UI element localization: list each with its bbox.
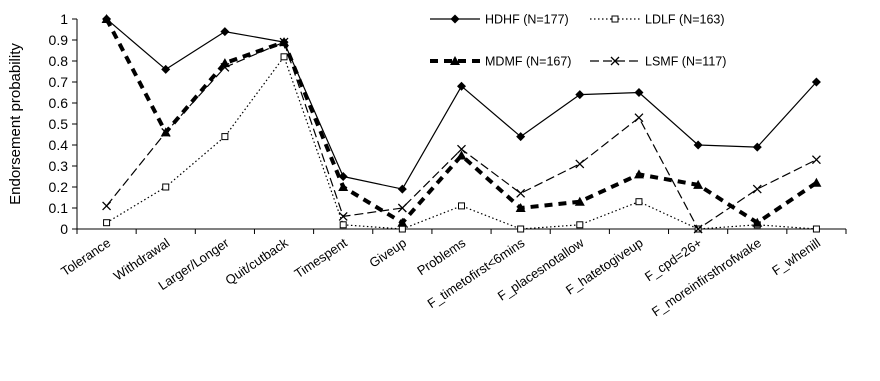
- data-point: [811, 155, 821, 165]
- data-point: [811, 177, 822, 187]
- data-point: [397, 203, 407, 213]
- y-tick-label: 0.1: [49, 200, 69, 216]
- axes: [76, 19, 846, 230]
- legend-entry: MDMF (N=167): [430, 55, 571, 69]
- x-tick-label: F_moreinfirsthrofwake: [649, 235, 764, 319]
- data-point: [279, 37, 289, 47]
- data-point: [693, 179, 704, 189]
- data-point: [398, 225, 406, 233]
- y-tick-label: 0.9: [49, 32, 69, 48]
- legend-label: HDHF (N=177): [485, 13, 569, 27]
- data-point: [397, 184, 407, 194]
- x-tick-label: F_whenill: [769, 235, 823, 278]
- data-point: [634, 88, 644, 97]
- legend-label: LDLF (N=163): [645, 13, 725, 27]
- y-tick-label: 0.4: [49, 137, 69, 153]
- x-tick-label: Quit/cutback: [222, 235, 291, 288]
- data-point: [752, 184, 762, 194]
- x-tick-label: Timespent: [292, 235, 351, 281]
- data-point: [457, 81, 466, 91]
- data-point: [812, 225, 820, 233]
- data-point: [574, 196, 585, 206]
- series-mdmf: [101, 14, 822, 227]
- data-point: [102, 201, 112, 211]
- x-tick-label: F_timetofirst<6mins: [425, 235, 528, 311]
- data-point: [456, 150, 467, 160]
- y-tick-label: 0.7: [49, 74, 69, 90]
- data-point: [752, 217, 763, 227]
- data-point: [221, 133, 229, 141]
- data-point: [517, 225, 525, 233]
- y-axis-ticks: 0 0.1 0.2 0.3 0.4 0.5 0.6 0.7 0.8 0.9 1: [49, 11, 77, 237]
- legend-label: LSMF (N=117): [645, 55, 726, 69]
- y-tick-label: 0.5: [49, 116, 69, 132]
- data-point: [458, 202, 465, 210]
- data-point: [633, 169, 644, 179]
- data-point: [576, 221, 584, 229]
- y-axis-title: Endorsement probability: [7, 43, 24, 205]
- data-point: [339, 221, 347, 229]
- x-tick-label: Giveup: [366, 235, 409, 270]
- y-tick-label: 1: [60, 11, 68, 27]
- data-point: [575, 90, 585, 100]
- data-point: [575, 159, 585, 169]
- legend-marker: [610, 56, 620, 66]
- data-point: [103, 219, 111, 227]
- y-tick-label: 0.6: [49, 95, 69, 111]
- x-axis-ticks: ToleranceWithdrawalLarger/LongerQuit/cut…: [58, 229, 847, 319]
- data-point: [457, 144, 466, 154]
- data-point: [219, 58, 230, 68]
- legend-entry: LSMF (N=117): [590, 55, 726, 69]
- data-point: [102, 14, 112, 24]
- legend-marker: [611, 15, 619, 23]
- series-layer: [101, 14, 822, 234]
- series-line: [106, 41, 817, 230]
- legend-label: MDMF (N=167): [485, 55, 571, 69]
- y-tick-label: 0.2: [49, 179, 69, 195]
- data-point: [397, 217, 408, 227]
- data-point: [515, 203, 526, 212]
- data-point: [338, 182, 349, 191]
- data-point: [635, 198, 643, 206]
- data-point: [516, 132, 526, 142]
- x-tick-label: Tolerance: [58, 235, 113, 279]
- data-point: [811, 77, 821, 87]
- data-point: [280, 53, 288, 61]
- data-point: [338, 172, 348, 181]
- data-point: [693, 140, 703, 150]
- data-point: [338, 211, 348, 221]
- legend-marker: [450, 14, 460, 24]
- legend-entry: HDHF (N=177): [430, 13, 569, 27]
- y-tick-label: 0: [60, 221, 68, 237]
- series-lsmf: [102, 37, 821, 234]
- x-tick-label: Problems: [414, 235, 468, 278]
- data-point: [220, 27, 230, 37]
- legend: HDHF (N=177) LDLF (N=163) MDMF (N=167) LSMF…: [430, 13, 726, 69]
- legend-entry: LDLF (N=163): [590, 13, 725, 27]
- series-line: [104, 18, 818, 225]
- data-point: [160, 127, 171, 137]
- y-tick-label: 0.3: [49, 158, 69, 174]
- data-point: [162, 183, 170, 191]
- series-hdhf: [102, 14, 821, 194]
- data-point: [516, 188, 526, 198]
- data-point: [634, 113, 644, 123]
- data-point: [693, 224, 703, 234]
- data-point: [161, 64, 171, 74]
- series-line: [106, 18, 817, 190]
- legend-marker: [450, 56, 460, 65]
- data-point: [752, 142, 762, 152]
- y-tick-label: 0.8: [49, 53, 69, 69]
